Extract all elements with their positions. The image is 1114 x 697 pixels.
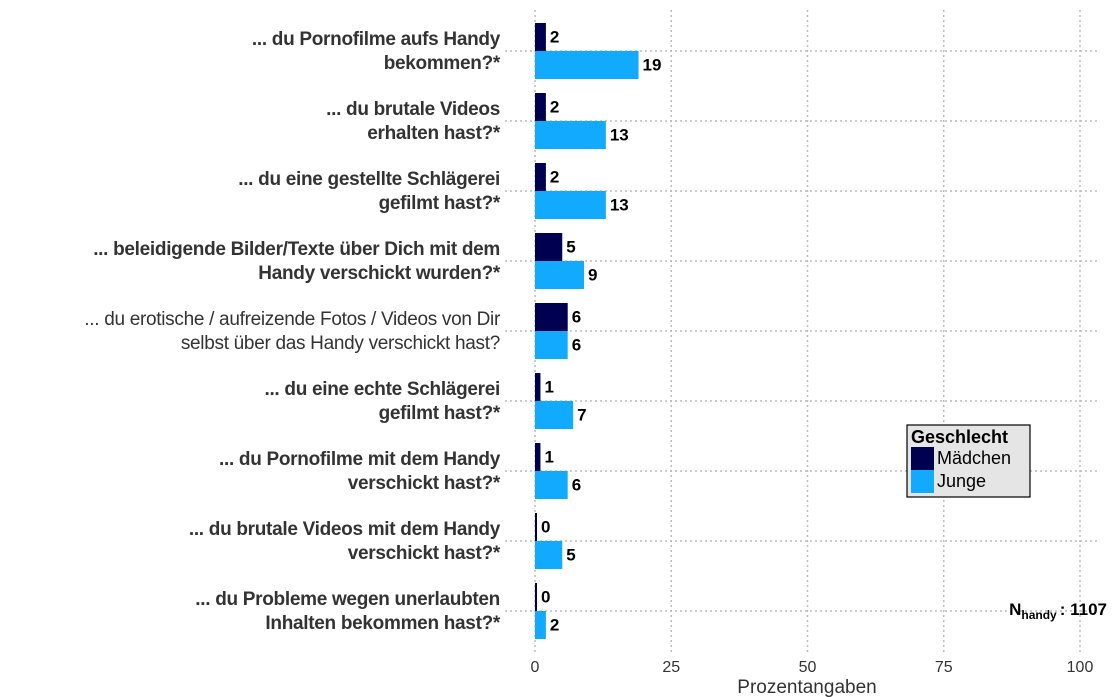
annotation-main: N (1009, 600, 1021, 619)
bar (535, 121, 606, 149)
category-label: ... du erotische / aufreizende Fotos / V… (84, 309, 501, 330)
value-label: 2 (550, 615, 559, 634)
value-label: 5 (566, 237, 575, 256)
category-label: bekommen?* (384, 53, 501, 74)
value-label: 13 (610, 125, 629, 144)
bar (535, 373, 541, 401)
value-label: 9 (588, 265, 597, 284)
category-label: ... du Probleme wegen unerlaubten (195, 589, 500, 610)
bar (535, 233, 563, 261)
category-label: verschickt hast?* (348, 473, 501, 494)
value-label: 19 (643, 55, 662, 74)
value-label: 0 (541, 587, 550, 606)
legend-label: Mädchen (937, 448, 1011, 468)
value-label: 2 (550, 97, 559, 116)
annotation: Nhandy: 1107 (1009, 600, 1107, 622)
legend-title: Geschlecht (911, 427, 1008, 447)
value-label: 1 (544, 447, 553, 466)
annotation-rest: : 1107 (1060, 600, 1107, 619)
category-label: selbst über das Handy verschickt hast? (181, 333, 500, 354)
category-label: gefilmt hast?* (379, 403, 501, 424)
category-label: Inhalten bekommen hast?* (265, 613, 500, 634)
value-label: 6 (572, 475, 581, 494)
x-tick-label: 0 (531, 659, 540, 676)
value-label: 13 (610, 195, 629, 214)
category-label: gefilmt hast?* (379, 193, 501, 214)
bar (535, 93, 546, 121)
x-tick-label: 100 (1067, 659, 1094, 676)
legend: Geschlecht Mädchen Junge (906, 424, 1031, 498)
bar (535, 51, 639, 79)
bar (535, 471, 568, 499)
legend-label: Junge (937, 471, 986, 491)
category-label: ... beleidigende Bilder/Texte über Dich … (93, 239, 500, 260)
plot: 0 25 50 75 100... du Pornofilme aufs Handybe… (84, 10, 1100, 676)
bar (535, 583, 537, 611)
category-label: verschickt hast?* (348, 543, 501, 564)
value-label: 6 (572, 307, 581, 326)
category-label: erhalten hast?* (367, 123, 501, 144)
category-label: ... du brutale Videos mit dem Handy (189, 519, 501, 540)
value-label: 2 (550, 167, 559, 186)
bar (535, 261, 585, 289)
bar (535, 23, 546, 51)
bar (535, 443, 541, 471)
value-label: 6 (572, 335, 581, 354)
bar (535, 611, 546, 639)
legend-swatch (911, 447, 934, 470)
value-label: 0 (541, 517, 550, 536)
category-label: ... du eine echte Schlägerei (264, 379, 500, 400)
bar (535, 513, 537, 541)
bar (535, 401, 574, 429)
bar (535, 163, 546, 191)
bar (535, 331, 568, 359)
category-label: ... du Pornofilme mit dem Handy (219, 449, 501, 470)
x-axis-label: Prozentangaben (737, 677, 876, 697)
value-label: 1 (544, 377, 553, 396)
legend-swatch (911, 470, 934, 493)
bar (535, 541, 563, 569)
x-tick-label: 50 (799, 659, 817, 676)
value-label: 5 (566, 545, 575, 564)
bar (535, 191, 606, 219)
bar (535, 303, 568, 331)
x-tick-label: 25 (662, 659, 680, 676)
category-label: ... du brutale Videos (326, 99, 500, 120)
annotation-sub: handy (1021, 608, 1057, 622)
category-label: ... du Pornofilme aufs Handy (252, 29, 501, 50)
category-label: ... du eine gestellte Schlägerei (238, 169, 500, 190)
category-label: Handy verschickt wurden?* (258, 263, 501, 284)
x-tick-label: 75 (935, 659, 953, 676)
value-label: 2 (550, 27, 559, 46)
value-label: 7 (577, 405, 586, 424)
